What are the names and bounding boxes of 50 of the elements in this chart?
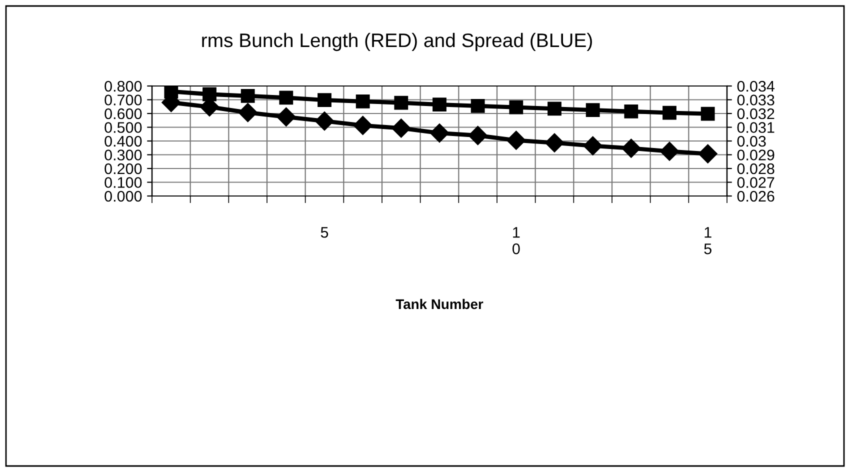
x-tick-label: 15 xyxy=(704,227,712,254)
point xyxy=(544,133,564,152)
y2-tick-label: 0.031 xyxy=(737,122,774,133)
y-tick-label: 0.100 xyxy=(104,177,142,188)
y2-tick-label: 0.032 xyxy=(737,108,774,120)
point xyxy=(660,142,680,161)
point xyxy=(394,96,408,110)
y2-tick-label: 0.027 xyxy=(737,177,774,188)
y-tick-label: 0.600 xyxy=(104,108,142,120)
point xyxy=(240,88,255,103)
y-tick-label: 0.500 xyxy=(104,122,142,133)
chart-title: rms Bunch Length (RED) and Spread (BLUE) xyxy=(202,32,592,52)
y-tick-label: 0.200 xyxy=(104,163,142,174)
point xyxy=(509,100,524,114)
point xyxy=(662,106,676,120)
point xyxy=(276,107,296,126)
point xyxy=(698,144,718,164)
point xyxy=(279,90,294,105)
point xyxy=(238,103,258,122)
point xyxy=(356,94,370,108)
x-axis-title: Tank Number xyxy=(396,298,484,310)
point xyxy=(700,106,715,121)
point xyxy=(430,123,450,143)
point xyxy=(583,136,602,156)
y-tick-label: 0.300 xyxy=(104,150,142,160)
y2-tick-label: 0.029 xyxy=(737,150,774,160)
y2-tick-label: 0.03 xyxy=(737,136,766,147)
y2-tick-label: 0.026 xyxy=(737,190,774,202)
point xyxy=(624,104,638,118)
point xyxy=(432,98,446,112)
point xyxy=(586,103,600,118)
x-tick-label: 10 xyxy=(512,227,520,254)
point xyxy=(318,93,332,107)
point xyxy=(470,98,485,113)
y-tick-label: 0.400 xyxy=(104,136,142,147)
point xyxy=(622,138,641,158)
point xyxy=(353,116,372,135)
point xyxy=(392,118,411,138)
point xyxy=(314,112,334,131)
y-tick-label: 0.000 xyxy=(104,190,142,202)
point xyxy=(468,126,488,146)
x-tick-label: 5 xyxy=(320,227,328,238)
y-tick-label: 0.800 xyxy=(104,80,142,92)
point xyxy=(202,87,216,102)
point xyxy=(548,102,562,116)
y-tick-label: 0.700 xyxy=(104,94,142,106)
point xyxy=(506,130,526,150)
y2-tick-label: 0.034 xyxy=(737,80,775,92)
y2-tick-label: 0.033 xyxy=(737,94,774,106)
y2-tick-label: 0.028 xyxy=(737,163,774,174)
